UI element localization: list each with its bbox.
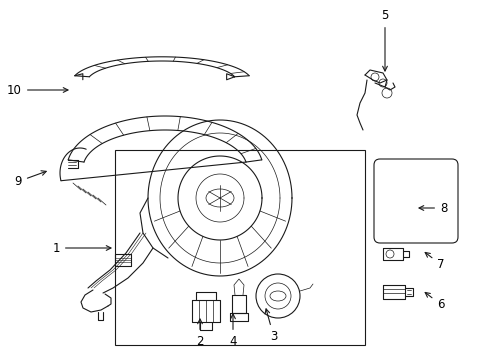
FancyBboxPatch shape [374,159,458,243]
Text: 10: 10 [7,84,68,96]
Text: 2: 2 [196,319,204,348]
Text: 1: 1 [52,242,111,255]
Text: 9: 9 [15,171,46,188]
Bar [115,150,365,345]
Text: 4: 4 [229,314,237,348]
Text: 6: 6 [425,292,444,311]
Text: 5: 5 [381,9,389,71]
Text: 7: 7 [425,252,444,271]
Text: 3: 3 [265,309,277,343]
Text: 8: 8 [419,202,447,215]
